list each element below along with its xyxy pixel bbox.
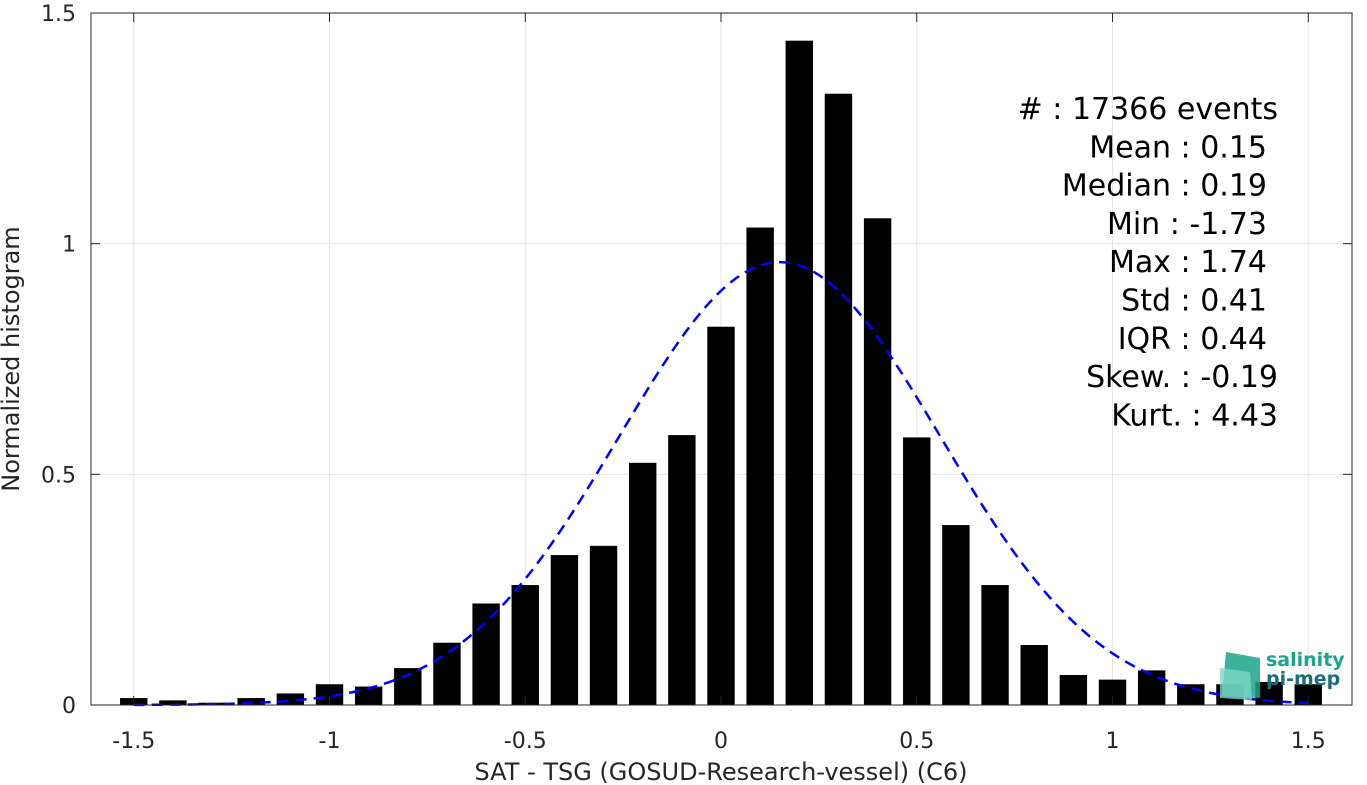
histogram-bar-15 <box>707 326 735 705</box>
histogram-bar-4 <box>276 693 305 705</box>
histogram-bar-26 <box>1137 670 1166 705</box>
histogram-bar-27 <box>1177 684 1205 705</box>
y-tick-label-0: 0 <box>62 694 76 719</box>
y-tick-label-3: 1.5 <box>41 2 76 27</box>
histogram-bar-18 <box>824 93 853 705</box>
histogram-bar-9 <box>472 603 500 705</box>
stat-line-5: Std : 0.41 <box>1121 284 1267 319</box>
stat-line-4: Max : 1.74 <box>1109 245 1267 280</box>
histogram-bar-3 <box>237 698 265 705</box>
x-tick-label-6: 1.5 <box>1291 729 1326 754</box>
histogram-bar-24 <box>1059 675 1088 705</box>
stat-line-6: IQR : 0.44 <box>1118 322 1267 357</box>
histogram-bar-29 <box>1255 681 1283 705</box>
histogram-bars <box>120 40 1322 706</box>
gaussian-fit-layer <box>133 260 1309 707</box>
x-tick-label-4: 0.5 <box>899 729 934 754</box>
histogram-bar-16 <box>746 227 774 705</box>
histogram-bar-20 <box>903 437 931 705</box>
histogram-bar-11 <box>550 555 579 705</box>
salinity-pi-mep-logo: salinity pi-mep <box>1220 649 1345 700</box>
stat-line-1: Mean : 0.15 <box>1089 130 1267 165</box>
x-tick-labels: -1.5 -1 -0.5 0 0.5 1 1.5 <box>112 729 1325 754</box>
x-tick-label-1: -1 <box>319 729 341 754</box>
logo-text-line1: salinity <box>1266 649 1345 671</box>
stat-line-2: Median : 0.19 <box>1062 169 1267 204</box>
logo-wave-icon-light <box>1220 668 1252 700</box>
x-tick-label-2: -0.5 <box>504 729 547 754</box>
histogram-bar-19 <box>863 218 892 705</box>
histogram-bar-22 <box>981 585 1009 705</box>
histogram-bar-12 <box>589 545 618 705</box>
y-tick-label-1: 0.5 <box>41 463 76 488</box>
histogram-bar-5 <box>315 684 344 705</box>
y-tick-labels: 0 0.5 1 1.5 <box>41 2 76 719</box>
histogram-bar-1 <box>159 700 187 705</box>
histogram-bar-6 <box>354 686 383 705</box>
histogram-bar-23 <box>1020 645 1048 705</box>
histogram-bar-17 <box>785 40 814 706</box>
stat-line-7: Skew. : -0.19 <box>1086 360 1278 395</box>
x-tick-label-0: -1.5 <box>112 729 155 754</box>
histogram-bar-8 <box>433 642 461 705</box>
x-tick-label-3: 0 <box>714 729 728 754</box>
y-axis-title: Normalized histogram <box>0 226 25 491</box>
histogram-bar-14 <box>668 435 696 705</box>
histogram-bar-30 <box>1294 684 1322 705</box>
stat-line-8: Kurt. : 4.43 <box>1111 398 1278 433</box>
x-axis-title: SAT - TSG (GOSUD-Research-vessel) (C6) <box>475 758 968 785</box>
histogram-bar-13 <box>628 462 657 705</box>
stat-line-3: Min : -1.73 <box>1107 207 1267 242</box>
axis-ticks <box>91 12 1352 706</box>
gaussian-fit-curve <box>133 260 1309 707</box>
y-tick-label-2: 1 <box>62 233 76 258</box>
logo-text-line2: pi-mep <box>1266 668 1340 690</box>
stat-line-0: # : 17366 events <box>1018 92 1278 127</box>
histogram-bar-10 <box>511 585 539 705</box>
histogram-bar-21 <box>942 525 970 705</box>
x-tick-label-5: 1 <box>1106 729 1120 754</box>
